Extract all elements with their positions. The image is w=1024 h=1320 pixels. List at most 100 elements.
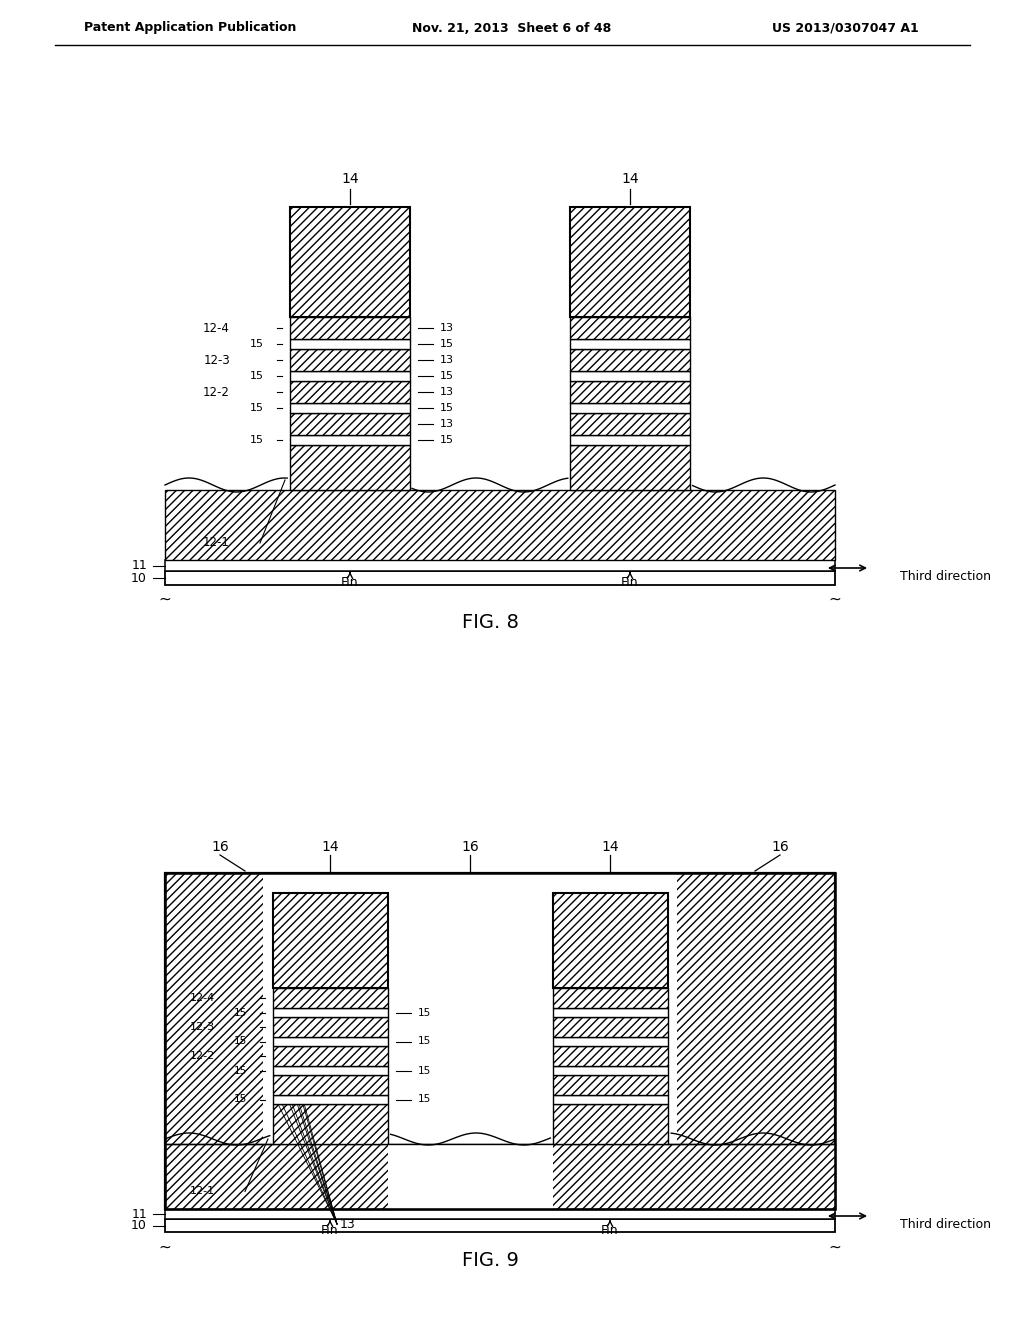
Text: FIG. 8: FIG. 8 (462, 612, 518, 631)
Bar (165, 572, 835, 585)
Text: 12-2: 12-2 (203, 385, 230, 399)
Text: 15: 15 (250, 436, 264, 445)
Bar (553, 1104, 668, 1144)
Bar (553, 1008, 668, 1016)
Bar (553, 987, 668, 1008)
Text: ~: ~ (159, 1239, 171, 1254)
Bar (553, 894, 668, 987)
Bar (388, 1144, 553, 1209)
Text: 12-2: 12-2 (189, 1051, 215, 1061)
Text: 11: 11 (131, 558, 147, 572)
Bar (165, 873, 835, 1209)
Bar (570, 413, 690, 436)
Bar (273, 1067, 388, 1074)
Text: 15: 15 (250, 371, 264, 381)
Bar (570, 339, 690, 348)
Text: Third direction: Third direction (900, 569, 991, 582)
Text: Fin: Fin (341, 577, 358, 590)
Text: 15: 15 (418, 1036, 431, 1047)
Text: Fin: Fin (322, 1225, 339, 1238)
Bar (570, 381, 690, 403)
Bar (553, 1038, 668, 1045)
Text: 15: 15 (440, 403, 454, 413)
Bar (273, 987, 388, 1008)
Bar (273, 1074, 388, 1096)
Bar (165, 1209, 835, 1218)
Bar (290, 445, 410, 490)
Text: 14: 14 (341, 172, 358, 186)
Text: 15: 15 (233, 1094, 247, 1105)
Text: 13: 13 (440, 387, 454, 397)
Text: 15: 15 (233, 1036, 247, 1047)
Bar (263, 873, 677, 1209)
Bar (290, 403, 410, 413)
Bar (290, 413, 410, 436)
Text: 12-3: 12-3 (189, 1022, 215, 1032)
Text: FIG. 9: FIG. 9 (462, 1250, 518, 1270)
Text: 12-1: 12-1 (203, 536, 230, 549)
Bar (290, 339, 410, 348)
Bar (273, 1104, 388, 1144)
Bar (570, 348, 690, 371)
Bar (273, 1096, 388, 1104)
Text: 16: 16 (771, 840, 788, 854)
Bar (553, 1067, 668, 1074)
Bar (290, 207, 410, 317)
Text: 15: 15 (440, 436, 454, 445)
Bar (553, 1096, 668, 1104)
Text: ~: ~ (828, 1239, 842, 1254)
Bar (553, 1074, 668, 1096)
Text: 12-4: 12-4 (203, 322, 230, 334)
Text: Third direction: Third direction (900, 1217, 991, 1230)
Bar (290, 317, 410, 339)
Bar (290, 371, 410, 381)
Text: 15: 15 (418, 1065, 431, 1076)
Text: 13: 13 (440, 355, 454, 366)
Bar (273, 1008, 388, 1016)
Bar (165, 490, 835, 560)
Bar (273, 1045, 388, 1067)
Bar (290, 348, 410, 371)
Bar (553, 1045, 668, 1067)
Text: 10: 10 (131, 1218, 147, 1232)
Text: Patent Application Publication: Patent Application Publication (84, 21, 296, 34)
Text: 14: 14 (322, 840, 339, 854)
Text: 14: 14 (622, 172, 639, 186)
Text: 16: 16 (211, 840, 229, 854)
Text: US 2013/0307047 A1: US 2013/0307047 A1 (772, 21, 919, 34)
Text: 15: 15 (418, 1094, 431, 1105)
Text: 15: 15 (233, 1007, 247, 1018)
Bar (165, 1218, 835, 1232)
Bar (570, 403, 690, 413)
Text: 10: 10 (131, 572, 147, 585)
Text: 11: 11 (131, 1208, 147, 1221)
Bar (570, 207, 690, 317)
Text: 13: 13 (340, 1217, 355, 1230)
Bar (165, 560, 835, 572)
Bar (165, 1144, 835, 1209)
Bar (165, 873, 835, 1209)
Bar (570, 371, 690, 381)
Text: 15: 15 (440, 339, 454, 348)
Bar (290, 436, 410, 445)
Text: 15: 15 (440, 371, 454, 381)
Text: Nov. 21, 2013  Sheet 6 of 48: Nov. 21, 2013 Sheet 6 of 48 (413, 21, 611, 34)
Bar (553, 1016, 668, 1038)
Bar (273, 894, 388, 987)
Text: 13: 13 (440, 323, 454, 333)
Text: 13: 13 (440, 418, 454, 429)
Text: 12-4: 12-4 (189, 993, 215, 1003)
Text: 16: 16 (461, 840, 479, 854)
Text: Fin: Fin (601, 1225, 618, 1238)
Text: 15: 15 (418, 1007, 431, 1018)
Text: Fin: Fin (622, 577, 639, 590)
Bar (570, 445, 690, 490)
Bar (570, 317, 690, 339)
Text: 15: 15 (233, 1065, 247, 1076)
Text: 15: 15 (250, 403, 264, 413)
Bar (290, 381, 410, 403)
Bar (273, 1038, 388, 1045)
Text: 15: 15 (250, 339, 264, 348)
Text: 14: 14 (601, 840, 618, 854)
Text: 12-1: 12-1 (189, 1187, 215, 1196)
